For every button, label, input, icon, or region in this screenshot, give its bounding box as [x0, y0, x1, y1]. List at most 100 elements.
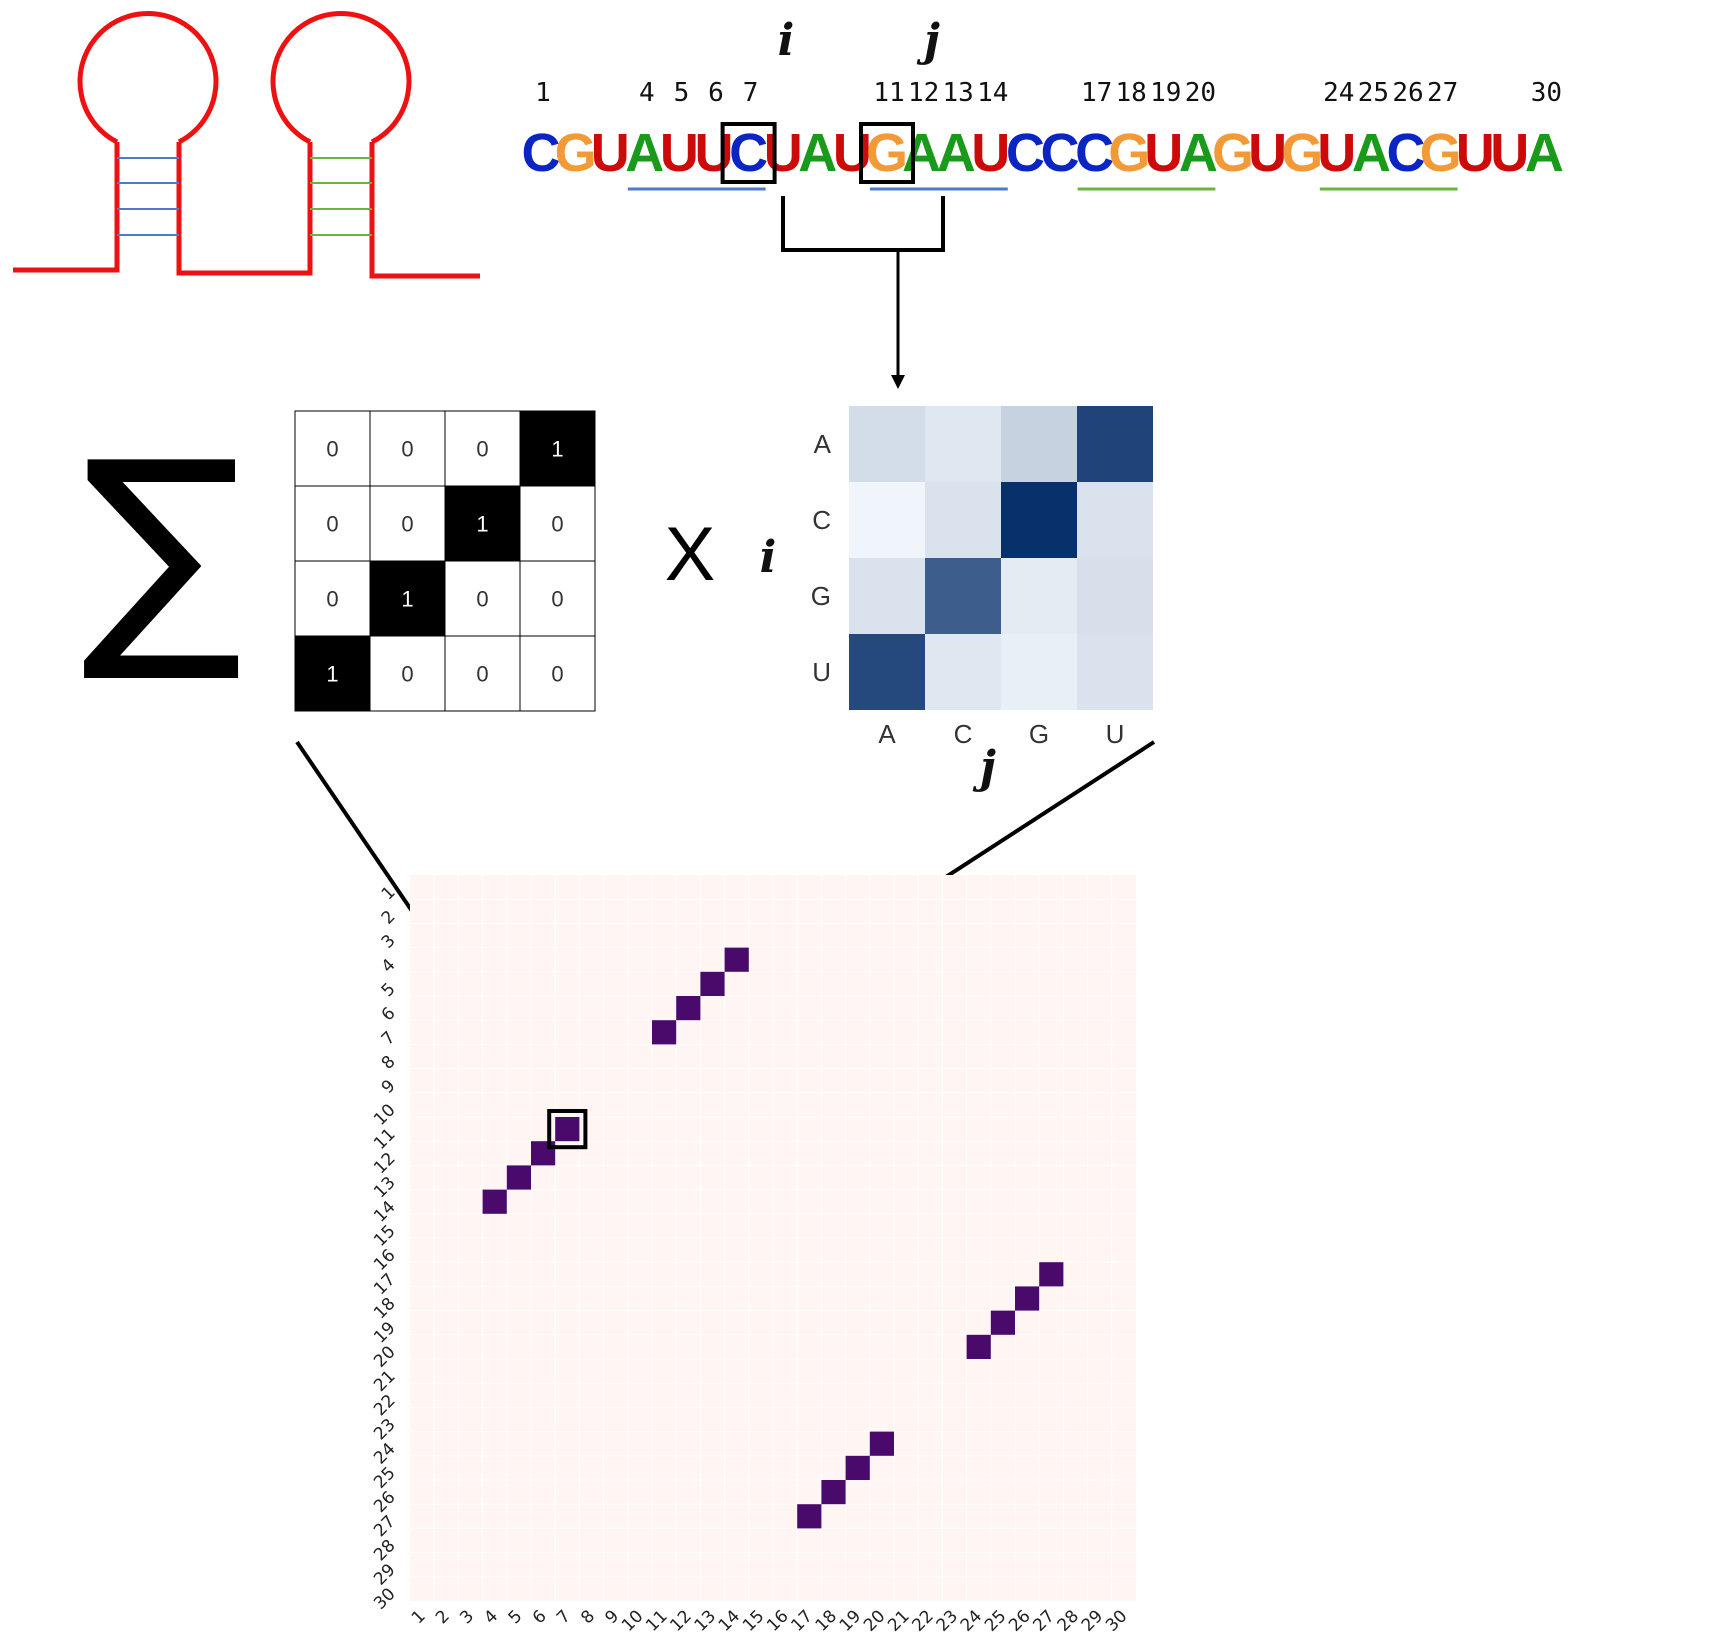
score-cell — [1077, 482, 1153, 558]
contact-cell — [482, 1189, 507, 1214]
score-col-axis-label: j — [972, 742, 996, 793]
score-row-label: C — [812, 505, 831, 535]
hairpin-loop — [270, 11, 412, 145]
position-label: 14 — [977, 78, 1008, 108]
binary-cell-value: 0 — [326, 437, 338, 462]
y-tick-label: 4 — [378, 955, 400, 977]
nucleotide-27: G — [1420, 123, 1462, 183]
binary-cell — [294, 560, 371, 637]
times-symbol: X — [665, 512, 716, 597]
position-label: 30 — [1531, 78, 1562, 108]
score-cell — [1077, 406, 1153, 482]
highlighted-contact-cell — [547, 1109, 588, 1150]
x-tick-label: 4 — [480, 1606, 502, 1628]
x-tick-label: 1 — [408, 1606, 430, 1628]
score-cell — [1001, 482, 1077, 558]
contact-cell — [700, 971, 725, 996]
score-cell — [1077, 634, 1153, 710]
binary-cell — [444, 635, 521, 712]
score-row-label: A — [814, 429, 832, 459]
binary-cell-value: 1 — [551, 437, 563, 462]
score-cell — [925, 558, 1001, 634]
nucleotide-2: G — [555, 123, 597, 183]
score-col-label: G — [1029, 719, 1049, 749]
sum-symbol: ∑ — [81, 409, 243, 689]
binary-cell — [519, 635, 596, 712]
binary-cell-value: 0 — [476, 587, 488, 612]
contact-cell — [506, 1165, 531, 1190]
binary-cell-value: 0 — [476, 437, 488, 462]
x-tick-label: 3 — [456, 1606, 478, 1628]
hairpin-strand — [13, 142, 120, 273]
score-cell — [849, 482, 925, 558]
x-tick-label: 7 — [553, 1606, 575, 1628]
position-label: 11 — [873, 78, 904, 108]
binary-cell — [444, 410, 521, 487]
position-label: 20 — [1185, 78, 1216, 108]
position-label: 13 — [943, 78, 974, 108]
hairpin-loop — [77, 11, 219, 145]
score-cell — [849, 634, 925, 710]
binary-cell — [294, 410, 371, 487]
score-cell — [925, 482, 1001, 558]
y-tick-label: 2 — [378, 907, 400, 929]
binary-cell-value: 1 — [476, 512, 488, 537]
nucleotide-9: A — [798, 123, 837, 183]
sequence-position-labels: 1 4 5 6 7 11 12 13 14 17 18 19 20 24 25 26 27 30 — [535, 78, 1562, 108]
binary-cell-value: 0 — [401, 662, 413, 687]
y-tick-label: 9 — [378, 1076, 400, 1098]
x-tick-label: 30 — [1102, 1606, 1131, 1635]
contact-cell — [676, 996, 701, 1021]
score-cell — [849, 558, 925, 634]
score-row-axis-label: i — [760, 532, 777, 583]
highlight-box-i — [720, 122, 777, 184]
nucleotide-12: A — [902, 123, 941, 183]
position-label: 5 — [674, 78, 690, 108]
nucleotide-19: U — [1144, 123, 1183, 183]
binary-cell-value: 0 — [476, 662, 488, 687]
contact-cell — [797, 1504, 822, 1529]
position-label: 17 — [1081, 78, 1112, 108]
binary-cell-value: 1 — [326, 662, 338, 687]
score-col-label: A — [878, 719, 896, 749]
hairpin-strand — [176, 142, 313, 276]
nucleotide-23: G — [1281, 123, 1323, 183]
nucleotide-26: C — [1387, 123, 1426, 183]
x-tick-label: 6 — [529, 1606, 551, 1628]
x-tick-label: 2 — [432, 1606, 454, 1628]
score-cell — [1001, 406, 1077, 482]
pair-score-matrix: A C G U A C G U — [811, 406, 1153, 749]
position-label: 7 — [743, 78, 759, 108]
position-label: 26 — [1392, 78, 1423, 108]
binary-cell-value: 0 — [326, 587, 338, 612]
hairpin-strand — [369, 142, 480, 279]
position-label: 25 — [1358, 78, 1389, 108]
score-cell — [1001, 558, 1077, 634]
nucleotide-1: C — [522, 123, 561, 183]
score-cell — [1077, 558, 1153, 634]
binary-cell-value: 0 — [551, 512, 563, 537]
contact-cell — [869, 1431, 894, 1456]
position-label: 18 — [1116, 78, 1147, 108]
contact-cell — [531, 1141, 556, 1166]
nucleotide-3: U — [591, 123, 630, 183]
binary-cell — [444, 485, 521, 562]
y-tick-label: 3 — [378, 931, 400, 953]
nucleotide-6: U — [695, 123, 734, 183]
position-label: 19 — [1150, 78, 1181, 108]
binary-cell — [369, 635, 446, 712]
score-cell — [849, 406, 925, 482]
binary-pair-matrix: 0 0 0 1 0 0 1 0 0 1 0 0 1 0 0 0 — [294, 410, 596, 712]
score-row-label: G — [811, 581, 831, 611]
nucleotide-10: U — [833, 123, 872, 183]
y-tick-label: 5 — [378, 979, 400, 1001]
nucleotide-7: C — [729, 123, 768, 183]
pair-bracket — [781, 196, 945, 252]
binary-cell — [444, 560, 521, 637]
binary-cell-value: 0 — [401, 437, 413, 462]
contact-cell — [652, 1020, 677, 1045]
binary-cell-value: 0 — [551, 587, 563, 612]
contact-cell — [1039, 1262, 1064, 1287]
score-row-label: U — [812, 657, 831, 687]
